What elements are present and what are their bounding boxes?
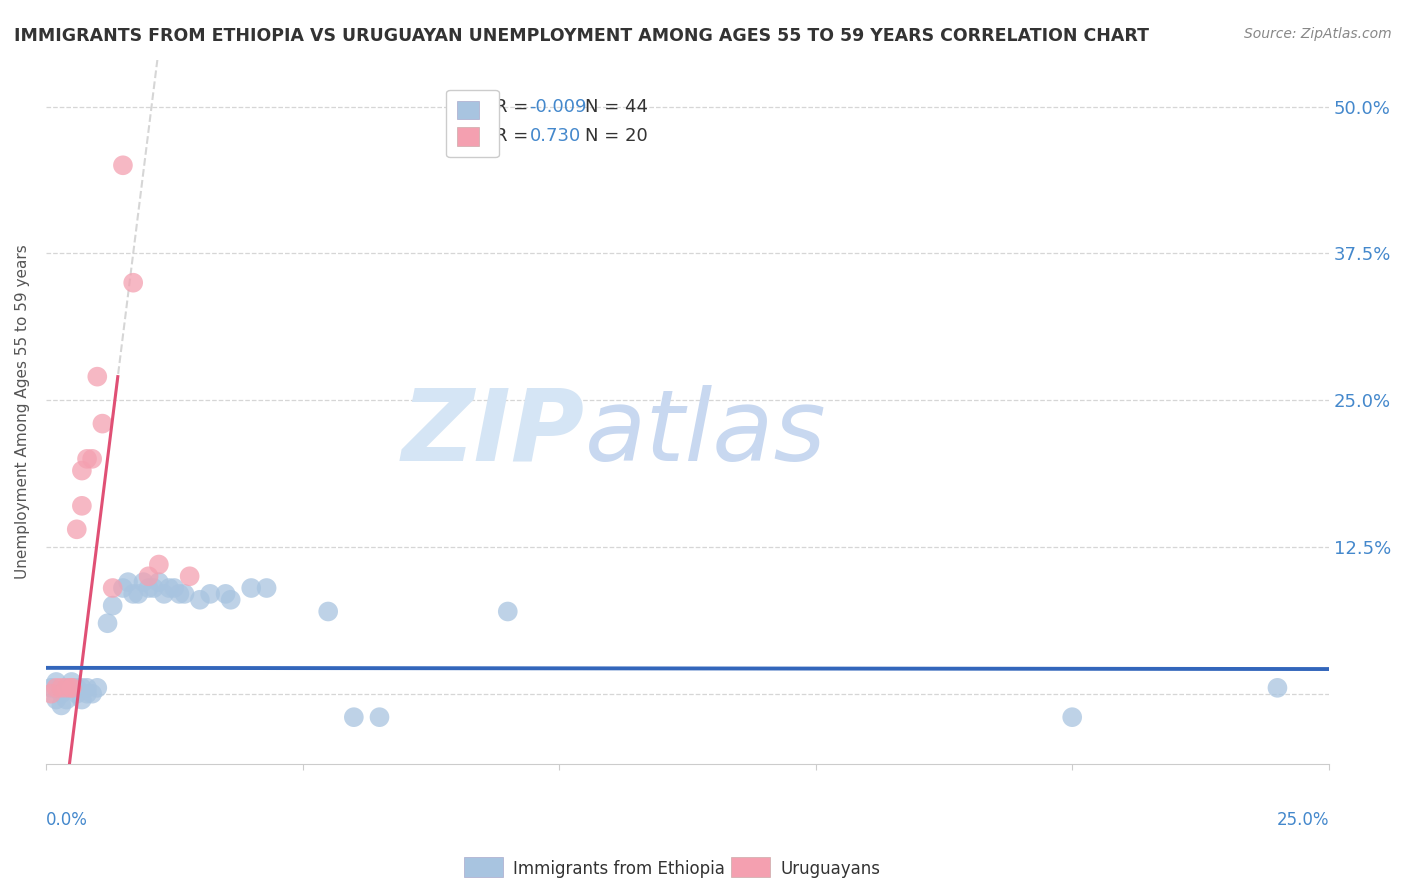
Text: N = 20: N = 20 [585,127,648,145]
Point [82,687,104,701]
Point [60,681,83,695]
Point [157,581,180,595]
Point [111,158,134,172]
Point [122,276,145,290]
Point [91,417,114,431]
Point [60,681,83,695]
Point [66,687,89,701]
Point [101,581,124,595]
Point [76,451,98,466]
Point [132,575,155,590]
Point [368,710,391,724]
Text: -0.009: -0.009 [530,98,588,116]
Point [70,464,93,478]
Point [316,605,339,619]
Text: IMMIGRANTS FROM ETHIOPIA VS URUGUAYAN UNEMPLOYMENT AMONG AGES 55 TO 59 YEARS COR: IMMIGRANTS FROM ETHIOPIA VS URUGUAYAN UN… [14,27,1149,45]
Point [496,605,519,619]
Point [111,581,134,595]
Point [86,369,108,384]
Point [96,616,118,631]
Point [39,681,62,695]
Text: 0.730: 0.730 [530,127,581,145]
Text: R =: R = [495,127,540,145]
Text: Immigrants from Ethiopia: Immigrants from Ethiopia [513,860,725,878]
Point [70,681,93,695]
Point [1062,710,1084,724]
Point [76,687,98,701]
Text: Source: ZipAtlas.com: Source: ZipAtlas.com [1244,27,1392,41]
Point [198,587,221,601]
Point [240,581,263,595]
Point [179,569,201,583]
Point [82,451,104,466]
Point [45,692,67,706]
Point [55,681,77,695]
Point [214,587,236,601]
Text: R =: R = [495,98,534,116]
Point [127,587,149,601]
Point [153,587,176,601]
Point [117,575,139,590]
Text: ZIP: ZIP [402,384,585,482]
Legend: , : , [446,90,499,157]
Point [60,681,83,695]
Text: atlas: atlas [585,384,827,482]
Point [70,692,93,706]
Point [148,558,170,572]
Point [45,675,67,690]
Text: Uruguayans: Uruguayans [780,860,880,878]
Point [55,681,77,695]
Point [70,499,93,513]
Point [256,581,278,595]
Point [138,581,160,595]
Point [101,599,124,613]
Point [66,681,89,695]
Point [86,681,108,695]
Point [51,681,73,695]
Text: 0.0%: 0.0% [46,811,87,830]
Text: 25.0%: 25.0% [1277,811,1329,830]
Point [1267,681,1289,695]
Point [122,587,145,601]
Point [343,710,366,724]
Point [173,587,195,601]
Point [51,687,73,701]
Point [142,581,165,595]
Point [76,681,98,695]
Text: N = 44: N = 44 [585,98,648,116]
Point [66,522,89,536]
Point [39,687,62,701]
Point [60,675,83,690]
Point [148,575,170,590]
Point [55,692,77,706]
Point [169,587,191,601]
Point [51,698,73,713]
Point [219,592,242,607]
Point [138,569,160,583]
Y-axis label: Unemployment Among Ages 55 to 59 years: Unemployment Among Ages 55 to 59 years [15,244,30,579]
Point [45,681,67,695]
Point [188,592,211,607]
Point [163,581,186,595]
